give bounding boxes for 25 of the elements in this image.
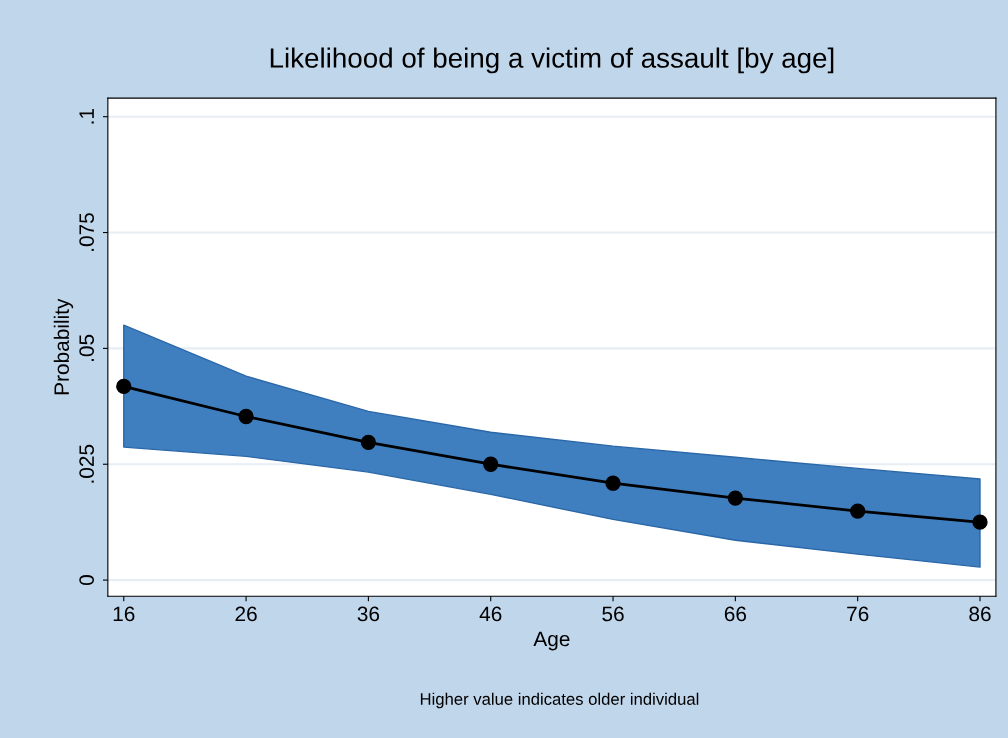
point [360, 434, 377, 451]
text: Higher value indicates older individual [420, 692, 699, 709]
y-tick-label: .075 [79, 213, 95, 251]
chart-title: Likelihood of being a victim of assault [by age] [270, 47, 834, 74]
x-axis-title: Age [533, 631, 570, 651]
point [972, 514, 988, 530]
x-tick-label: 56 [602, 606, 624, 622]
x-tick-label: 66 [724, 606, 747, 622]
x-tick-label: 16 [113, 606, 135, 622]
point [116, 378, 132, 395]
x-tick-label: 86 [969, 606, 991, 622]
point [605, 475, 621, 491]
point [727, 490, 744, 506]
y-axis-title: Probability [53, 298, 74, 395]
x-tick-label: 76 [847, 606, 869, 622]
point [238, 408, 254, 425]
y-tick-label: .025 [79, 444, 95, 483]
point [850, 503, 866, 519]
y-tick-label: .05 [79, 334, 95, 361]
point [483, 456, 499, 472]
x-tick-label: 46 [479, 606, 502, 622]
y-tick-label: 0 [79, 575, 95, 586]
y-tick-label: .1 [79, 109, 94, 124]
x-tick-label: 36 [357, 606, 380, 622]
x-tick-label: 26 [235, 606, 257, 622]
